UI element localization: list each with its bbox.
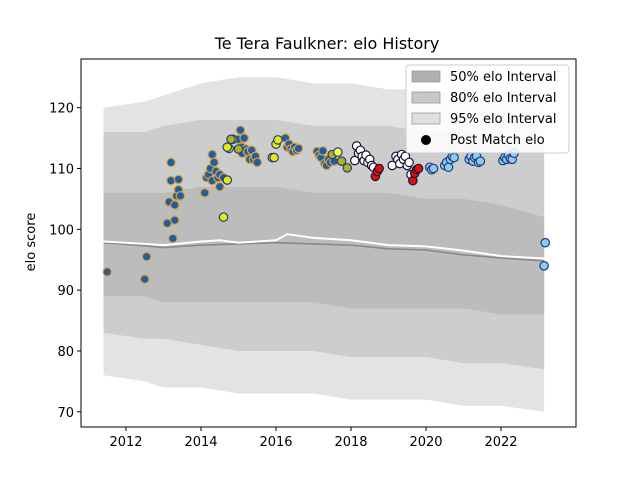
mean-line — [103, 241, 545, 262]
data-point-0-6 — [166, 157, 176, 168]
band-b50 — [103, 186, 545, 315]
data-point-2-11 — [252, 157, 263, 168]
data-point-1-9 — [214, 181, 225, 192]
legend-label-0: 50% elo Interval — [450, 70, 557, 85]
y-axis-ticks: 70 80 90 100 110 120 — [49, 102, 81, 421]
data-point-5-0 — [218, 212, 229, 222]
data-point-0-0 — [102, 267, 113, 277]
x-tick-label-2022: 2022 — [484, 435, 517, 450]
data-point-0-13 — [175, 191, 186, 201]
data-point-4-3 — [318, 146, 328, 156]
plot-area — [102, 77, 551, 412]
data-point-8-19 — [404, 157, 414, 168]
legend-box — [405, 64, 570, 154]
data-point-5-1 — [222, 175, 233, 185]
data-point-9-2 — [374, 163, 384, 174]
data-point-7-0 — [333, 147, 343, 157]
legend-label-1: 80% elo Interval — [450, 91, 557, 106]
data-point-6-2 — [336, 156, 347, 166]
data-point-10-24 — [540, 237, 551, 248]
data-point-2-4 — [239, 133, 249, 143]
y-tick-label-110: 110 — [49, 162, 74, 177]
legend-marker-3 — [421, 135, 431, 145]
data-point-10-23 — [539, 261, 549, 271]
x-tick-label-2016: 2016 — [259, 435, 292, 450]
trend-lines — [103, 233, 545, 262]
data-point-6-1 — [233, 144, 244, 154]
y-tick-label-120: 120 — [49, 102, 74, 117]
data-point-10-2 — [428, 163, 439, 174]
data-point-5-8 — [269, 152, 279, 163]
y-tick-label-100: 100 — [49, 223, 74, 238]
y-axis-label: elo score — [24, 213, 39, 272]
chart-title: Te Tera Faulkner: elo History — [214, 34, 440, 53]
data-point-10-15 — [475, 156, 486, 166]
x-tick-label-2020: 2020 — [409, 435, 442, 450]
data-point-0-11 — [173, 174, 184, 185]
data-point-0-8 — [169, 215, 180, 225]
data-point-1-4 — [207, 149, 218, 160]
x-axis-ticks: 2012 2014 2016 2018 2020 2022 — [109, 427, 518, 450]
legend-swatch-0 — [411, 70, 441, 83]
data-point-5-3 — [222, 142, 233, 152]
data-point-1-6 — [209, 157, 219, 168]
legend-label-2: 95% elo Interval — [450, 112, 557, 127]
data-point-10-8 — [449, 152, 459, 163]
legend-swatch-1 — [411, 91, 441, 104]
data-point-0-2 — [141, 251, 152, 262]
x-tick-label-2018: 2018 — [334, 435, 367, 450]
data-point-2-1 — [235, 125, 246, 135]
median-line — [103, 233, 545, 260]
data-point-0-1 — [139, 274, 150, 284]
plot-frame — [80, 58, 577, 428]
data-point-0-7 — [168, 233, 178, 244]
data-point-10-5 — [443, 162, 454, 173]
legend-swatch-2 — [411, 112, 441, 125]
data-point-6-0 — [226, 134, 236, 145]
y-tick-label-70: 70 — [57, 406, 74, 421]
legend: 50% elo Interval 80% elo Interval 95% elo … — [405, 64, 570, 154]
x-tick-label-2012: 2012 — [109, 435, 142, 450]
data-point-6-3 — [342, 163, 353, 173]
data-point-0-9 — [169, 200, 180, 210]
data-point-3-7 — [293, 143, 304, 154]
data-points — [102, 125, 551, 284]
data-point-5-7 — [273, 135, 283, 145]
y-tick-label-80: 80 — [57, 345, 74, 360]
data-point-8-0 — [349, 155, 360, 166]
legend-label-3: Post Match elo — [450, 133, 545, 148]
y-tick-label-90: 90 — [57, 284, 74, 299]
x-tick-label-2014: 2014 — [184, 435, 217, 450]
data-point-9-6 — [413, 163, 424, 174]
data-point-1-0 — [199, 188, 210, 198]
